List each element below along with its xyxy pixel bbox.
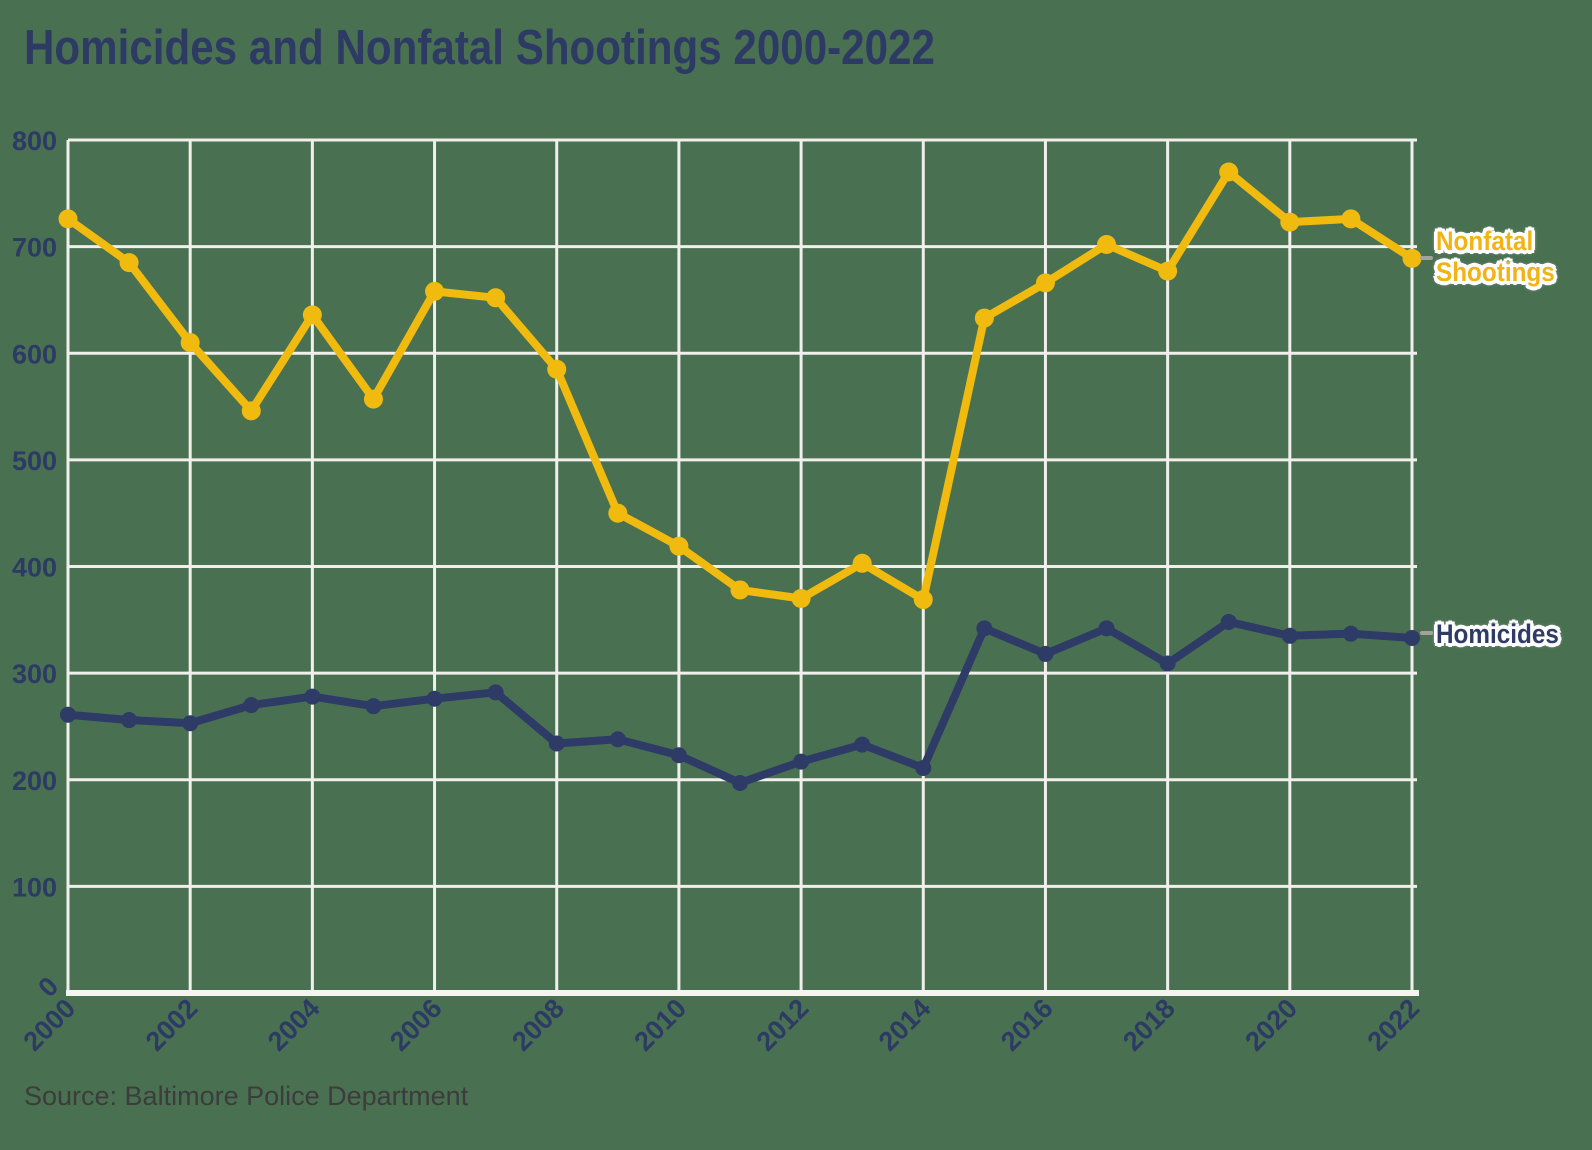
x-tick-label: 2018 xyxy=(1117,993,1181,1057)
homicides-point xyxy=(182,715,199,732)
nonfatal-shootings-point xyxy=(730,580,750,600)
nonfatal-shootings-point xyxy=(119,253,139,273)
nonfatal-shootings-line xyxy=(64,167,1416,604)
nonfatal-shootings-point xyxy=(608,503,628,523)
homicides-point xyxy=(243,697,260,714)
homicides-point xyxy=(1404,629,1420,646)
homicides-point xyxy=(426,690,443,707)
series-label-nonfatal-shootings: Nonfatal Shootings xyxy=(1436,226,1555,288)
nonfatal-shootings-point xyxy=(486,288,506,308)
nonfatal-shootings-point xyxy=(791,588,811,608)
chart-title: Homicides and Nonfatal Shootings 2000-20… xyxy=(24,21,935,75)
nonfatal-shootings-point xyxy=(1280,212,1300,232)
nonfatal-shootings-point xyxy=(1402,248,1422,268)
y-tick-label: 600 xyxy=(12,339,57,369)
nonfatal-shootings-point xyxy=(241,401,261,421)
x-tick-label: 2006 xyxy=(384,993,448,1057)
homicides-point xyxy=(732,774,748,791)
nonfatal-shootings-point xyxy=(302,305,322,325)
nonfatal-shootings-point xyxy=(180,333,200,353)
homicides-point xyxy=(1037,645,1054,662)
series-label-homicides: Homicides xyxy=(1436,619,1559,650)
homicides-point xyxy=(365,698,382,715)
x-tick-label: 2002 xyxy=(140,993,204,1057)
homicides-point xyxy=(548,735,565,752)
nonfatal-shootings-point xyxy=(852,553,872,573)
nonfatal-shootings-point xyxy=(1097,234,1117,254)
homicides-line xyxy=(64,617,1416,787)
y-tick-label: 400 xyxy=(12,553,57,583)
y-tick-label: 700 xyxy=(12,233,57,263)
x-tick-label: 2010 xyxy=(628,993,692,1057)
y-tick-label: 300 xyxy=(12,659,57,689)
x-tick-label: 2012 xyxy=(751,993,815,1057)
x-tick-label: 2016 xyxy=(995,993,1059,1057)
homicides-point xyxy=(609,731,626,748)
homicides-point xyxy=(670,747,687,764)
nonfatal-shootings-point xyxy=(913,590,933,610)
y-tick-label: 200 xyxy=(12,766,57,796)
nonfatal-shootings-point xyxy=(1341,209,1361,229)
homicides-point xyxy=(304,688,321,705)
series-label-text: Homicides xyxy=(1436,619,1559,649)
homicides-point xyxy=(121,712,138,729)
x-tick-label: 2014 xyxy=(873,993,937,1057)
homicides-point xyxy=(854,736,871,753)
y-tick-label: 500 xyxy=(12,446,57,476)
homicides-point xyxy=(1342,625,1359,642)
nonfatal-shootings-point xyxy=(425,281,445,301)
x-tick-label: 2020 xyxy=(1239,993,1303,1057)
source-note: Source: Baltimore Police Department xyxy=(24,1081,469,1111)
nonfatal-shootings-point xyxy=(363,389,383,409)
homicides-point xyxy=(1220,613,1237,630)
nonfatal-shootings-point xyxy=(1219,162,1239,182)
y-tick-label: 800 xyxy=(12,126,57,156)
y-tick-label: 100 xyxy=(12,872,57,902)
homicides-point xyxy=(487,684,504,701)
nonfatal-shootings-point xyxy=(1035,273,1055,293)
nonfatal-shootings-point xyxy=(547,359,567,379)
homicides-point xyxy=(976,620,993,637)
nonfatal-shootings-point xyxy=(974,308,994,328)
leader-dash-homicides xyxy=(1420,631,1433,635)
homicides-point xyxy=(1159,655,1176,672)
nonfatal-shootings-point xyxy=(1158,261,1178,281)
leader-dash-nonfatal-shootings xyxy=(1420,256,1433,260)
x-tick-label: 2008 xyxy=(506,993,570,1057)
x-tick-label: 2004 xyxy=(262,993,326,1057)
homicides-point xyxy=(1098,620,1115,637)
series-label-text: Shootings xyxy=(1436,257,1555,287)
homicides-point xyxy=(793,753,810,770)
homicides-point xyxy=(60,706,76,723)
homicides-point xyxy=(915,760,932,777)
x-tick-label: 2000 xyxy=(18,993,82,1057)
series-label-text: Nonfatal xyxy=(1436,226,1534,256)
nonfatal-shootings-point xyxy=(58,209,78,229)
nonfatal-shootings-point xyxy=(669,536,689,556)
x-tick-label: 2022 xyxy=(1362,993,1426,1057)
homicides-point xyxy=(1281,627,1298,644)
